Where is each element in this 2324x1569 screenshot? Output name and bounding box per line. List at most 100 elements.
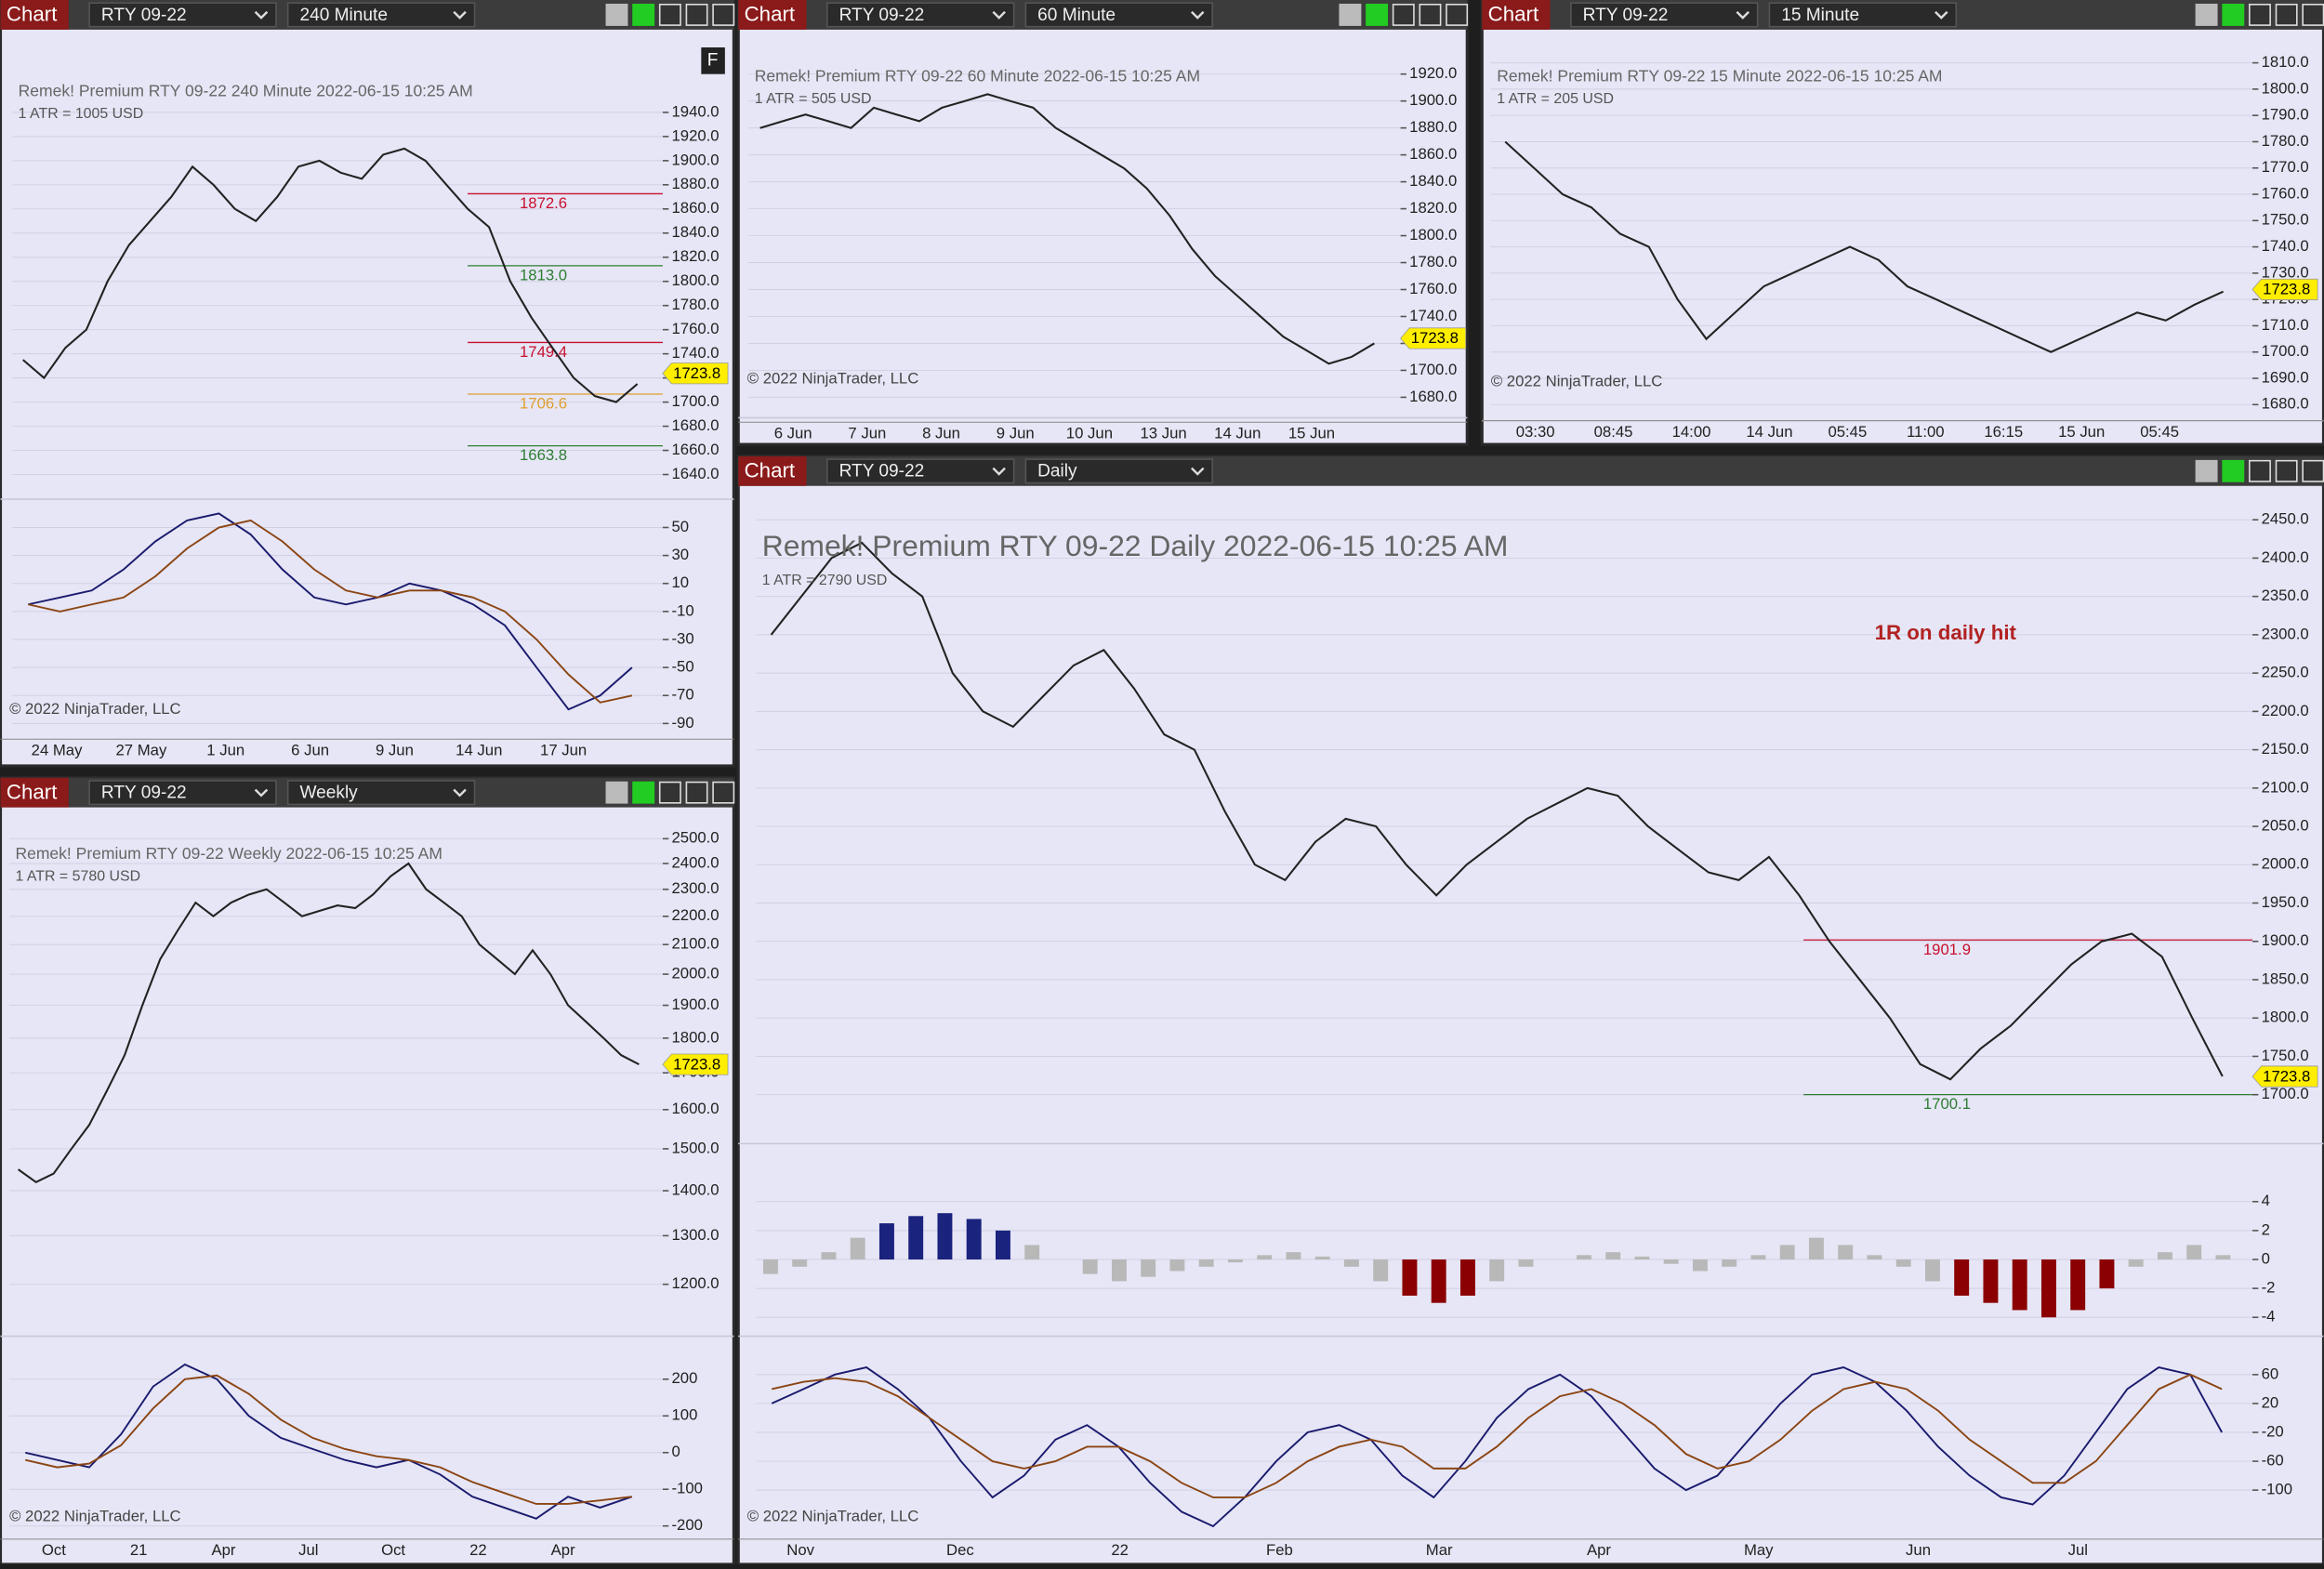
atr-label: 1 ATR = 2790 USD [762, 573, 888, 588]
dropdown-arrow[interactable] [992, 467, 1006, 476]
dropdown-arrow[interactable] [254, 10, 269, 20]
f-button[interactable] [701, 47, 725, 74]
dropdown[interactable] [826, 2, 1015, 28]
copyright: © 2022 NinjaTrader, LLC [9, 1507, 181, 1524]
window-button[interactable] [658, 3, 681, 26]
histogram-bar [1895, 1259, 1911, 1267]
last-price-label: 1723.8 [2263, 1067, 2310, 1085]
histogram-bar [2186, 1245, 2202, 1259]
window-button[interactable] [2195, 459, 2218, 482]
window-button[interactable] [632, 3, 655, 26]
y-tick-label: 1760.0 [671, 320, 719, 337]
window-button[interactable] [2275, 3, 2298, 26]
dropdown[interactable] [88, 2, 277, 28]
y-tick-label: 2050.0 [2262, 816, 2309, 834]
dropdown-arrow[interactable] [1934, 10, 1948, 20]
dropdown[interactable] [1024, 458, 1213, 484]
window-button[interactable] [658, 781, 681, 804]
x-tick-label: 6 Jun [774, 424, 812, 442]
chart-header: Remek! Premium RTY 09-22 15 Minute 2022-… [1497, 67, 1942, 86]
window-button[interactable] [1446, 3, 1469, 26]
window-button[interactable] [2302, 3, 2324, 26]
y-tick-label: 2250.0 [2262, 664, 2309, 681]
window-button[interactable] [605, 781, 628, 804]
histogram-tick-label: 4 [2262, 1192, 2270, 1209]
oscillator-tick-label: -70 [671, 686, 693, 704]
dropdown-arrow[interactable] [453, 788, 467, 798]
y-tick-label: 1790.0 [2262, 106, 2309, 124]
window-button[interactable] [2275, 459, 2298, 482]
y-tick-label: 1600.0 [671, 1100, 719, 1117]
last-price-label: 1723.8 [1411, 329, 1459, 347]
oscillator-tick-label: -100 [2262, 1481, 2292, 1498]
y-tick-label: 1880.0 [671, 175, 719, 192]
chart-header: Remek! Premium RTY 09-22 Daily 2022-06-1… [762, 529, 1509, 562]
copyright: © 2022 NinjaTrader, LLC [9, 700, 181, 718]
x-tick-label: 14:00 [1672, 423, 1711, 441]
window-button[interactable] [685, 781, 708, 804]
x-tick-label: Apr [551, 1541, 575, 1559]
dropdown-value[interactable]: 60 Minute [1037, 6, 1116, 25]
chart-tab [0, 777, 69, 808]
chart-header: Remek! Premium RTY 09-22 Weekly 2022-06-… [15, 844, 442, 863]
f-button-label[interactable]: F [707, 50, 719, 70]
window-button[interactable] [712, 781, 735, 804]
x-tick-label: Oct [42, 1541, 66, 1559]
window-button[interactable] [712, 3, 735, 26]
window-button[interactable] [2195, 3, 2218, 26]
dropdown-value[interactable]: RTY 09-22 [1583, 6, 1669, 25]
window-button[interactable] [2249, 459, 2271, 482]
window-button[interactable] [2222, 459, 2245, 482]
x-tick-label: 21 [130, 1541, 148, 1559]
dropdown-arrow[interactable] [453, 10, 467, 20]
level-label: 1872.6 [520, 194, 567, 212]
dropdown[interactable] [1570, 2, 1759, 28]
series-line [770, 541, 2224, 1081]
copyright: © 2022 NinjaTrader, LLC [747, 1507, 919, 1524]
dropdown-value[interactable]: 240 Minute [299, 6, 388, 25]
dropdown[interactable] [88, 780, 277, 806]
dropdown[interactable] [1024, 2, 1213, 28]
series-line [759, 93, 1375, 365]
dropdown-value[interactable]: Daily [1037, 462, 1077, 481]
window-button[interactable] [2302, 459, 2324, 482]
histogram-bar [1867, 1255, 1882, 1259]
x-tick-label: 08:45 [1594, 423, 1633, 441]
dropdown-value[interactable]: 15 Minute [1781, 6, 1859, 25]
window-button[interactable] [1339, 3, 1362, 26]
y-tick-label: 1740.0 [671, 344, 719, 362]
window-button[interactable] [2249, 3, 2271, 26]
window [1480, 0, 2324, 446]
last-price-label: 1723.8 [673, 364, 720, 382]
last-price-tag [2251, 1065, 2318, 1088]
dropdown-value[interactable]: Weekly [299, 784, 358, 803]
dropdown[interactable] [286, 2, 476, 28]
copyright: © 2022 NinjaTrader, LLC [1491, 373, 1663, 390]
series-line [18, 862, 640, 1184]
y-tick-label: 1740.0 [1409, 307, 1457, 324]
dropdown-arrow[interactable] [1191, 467, 1205, 476]
dropdown[interactable] [826, 458, 1015, 484]
window-button[interactable] [2222, 3, 2245, 26]
window-button[interactable] [632, 781, 655, 804]
dropdown[interactable] [286, 780, 476, 806]
dropdown-value[interactable]: RTY 09-22 [839, 6, 925, 25]
dropdown-arrow[interactable] [992, 10, 1006, 20]
dropdown-value[interactable]: RTY 09-22 [101, 6, 187, 25]
y-tick-label: 1780.0 [1409, 253, 1457, 270]
chart-header: Remek! Premium RTY 09-22 60 Minute 2022-… [755, 67, 1200, 86]
histogram-bar [1605, 1252, 1621, 1259]
dropdown-arrow[interactable] [254, 788, 269, 798]
dropdown[interactable] [1768, 2, 1958, 28]
dropdown-value[interactable]: RTY 09-22 [101, 784, 187, 803]
x-tick-label: 24 May [32, 741, 83, 758]
dropdown-value[interactable]: RTY 09-22 [839, 462, 925, 481]
dropdown-arrow[interactable] [1736, 10, 1750, 20]
window-button[interactable] [605, 3, 628, 26]
window-button[interactable] [1366, 3, 1389, 26]
window-button[interactable] [1392, 3, 1415, 26]
window-button[interactable] [685, 3, 708, 26]
x-tick-label: 22 [1111, 1541, 1129, 1559]
window-button[interactable] [1419, 3, 1442, 26]
dropdown-arrow[interactable] [1191, 10, 1205, 20]
